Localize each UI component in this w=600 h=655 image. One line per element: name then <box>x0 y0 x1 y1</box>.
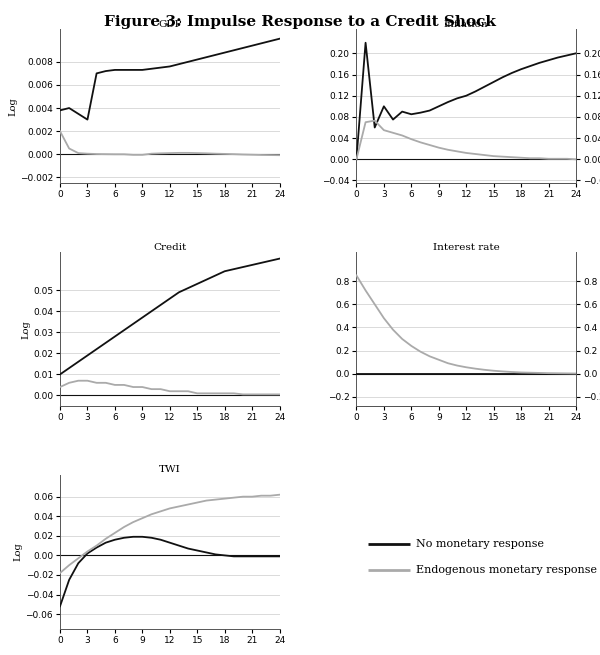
Title: GDP: GDP <box>158 20 182 29</box>
Text: Figure 3: Impulse Response to a Credit Shock: Figure 3: Impulse Response to a Credit S… <box>104 15 496 29</box>
Text: Endogenous monetary response: Endogenous monetary response <box>416 565 598 576</box>
Y-axis label: Log: Log <box>21 320 30 339</box>
Y-axis label: Log: Log <box>14 542 23 561</box>
Title: Inflation: Inflation <box>444 20 488 29</box>
Title: TWI: TWI <box>159 465 181 474</box>
Title: Interest rate: Interest rate <box>433 242 500 252</box>
Y-axis label: Log: Log <box>8 97 17 116</box>
Title: Credit: Credit <box>153 242 187 252</box>
Text: No monetary response: No monetary response <box>416 539 544 550</box>
